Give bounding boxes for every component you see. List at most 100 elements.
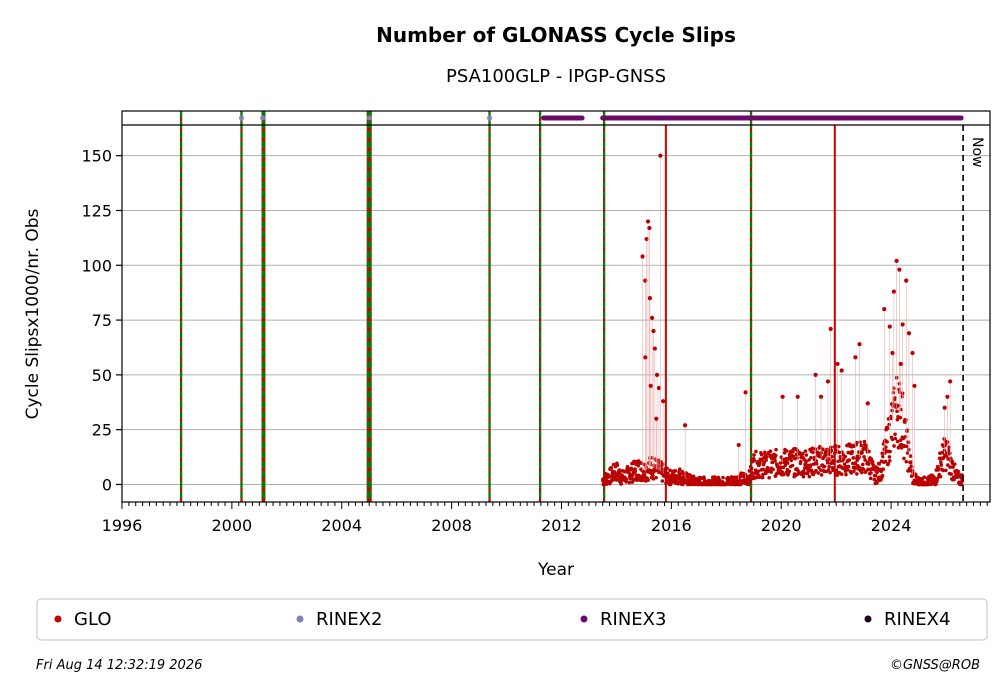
glo-point — [761, 472, 765, 477]
rinex-strip — [238, 115, 964, 121]
glo-point — [956, 469, 961, 474]
glo-point — [853, 466, 857, 470]
y-gridlines — [122, 155, 990, 485]
glo-point — [801, 474, 806, 479]
glo-point — [898, 415, 903, 420]
glo-point — [665, 466, 669, 470]
glo-point — [802, 471, 807, 476]
y-tick-label: 150 — [81, 147, 112, 166]
glo-point — [938, 474, 943, 479]
glo-point — [762, 460, 767, 465]
glo-point — [951, 465, 955, 469]
glo-point — [862, 454, 866, 459]
glo-point — [767, 476, 771, 480]
glo-point — [643, 462, 647, 467]
glo-point — [743, 390, 748, 395]
glo-point — [866, 462, 871, 466]
glo-point — [941, 455, 946, 460]
glo-point — [789, 458, 794, 463]
glo-point — [752, 453, 756, 457]
glo-point — [644, 236, 649, 242]
glo-point — [908, 454, 913, 458]
glo-point — [652, 346, 657, 351]
y-tick-label: 0 — [102, 475, 112, 494]
glo-point — [877, 462, 882, 466]
glo-point — [615, 463, 620, 467]
glo-point — [749, 466, 754, 471]
glo-point — [778, 465, 783, 469]
glo-point — [747, 482, 751, 487]
glo-point — [885, 440, 889, 444]
glo-point — [883, 459, 888, 464]
glo-point — [857, 465, 862, 470]
rinex2-mark — [487, 115, 493, 121]
glo-point — [627, 480, 632, 485]
glo-point — [771, 467, 775, 472]
glo-point — [897, 267, 902, 272]
glo-point — [825, 379, 831, 384]
glo-point — [944, 468, 948, 473]
glo-point — [816, 471, 821, 475]
glo-point — [721, 475, 725, 480]
glo-point — [822, 464, 827, 469]
glo-point — [787, 469, 792, 474]
glo-point — [896, 403, 901, 408]
y-tick-label: 100 — [81, 256, 112, 275]
footer-copyright: ©GNSS@ROB — [889, 658, 980, 673]
glo-point — [850, 449, 855, 454]
y-tick-label: 25 — [92, 421, 112, 440]
glo-point — [790, 463, 795, 468]
glo-point — [868, 476, 873, 481]
glo-point — [880, 451, 885, 456]
glo-point — [678, 467, 682, 471]
glo-point — [855, 472, 859, 476]
glo-point — [942, 405, 947, 410]
glo-point — [885, 426, 890, 431]
glo-point — [893, 432, 897, 437]
event-lines — [179, 111, 836, 502]
glo-point — [764, 458, 768, 462]
glo-point — [747, 469, 752, 473]
y-axis: 0 25 50 75 100 125 150 — [81, 147, 122, 494]
glo-point — [861, 467, 866, 472]
glo-point — [892, 444, 896, 448]
glo-point — [677, 470, 681, 474]
glo-point — [804, 460, 808, 464]
glo-point — [773, 453, 778, 458]
glo-point — [831, 468, 835, 473]
glo-point — [827, 464, 831, 469]
legend-marker — [580, 615, 588, 623]
glo-point — [819, 473, 824, 477]
glo-point — [895, 439, 900, 444]
glo-point — [809, 455, 813, 460]
glo-point — [909, 460, 913, 465]
glo-point — [783, 463, 788, 468]
glo-point — [904, 444, 909, 449]
glo-point — [873, 473, 878, 478]
glo-point — [880, 473, 885, 478]
y-axis-label: Cycle Slipsx1000/nr. Obs — [23, 208, 43, 419]
glo-point — [890, 350, 895, 356]
glo-point — [828, 470, 832, 475]
glo-point — [819, 468, 823, 472]
glo-point — [890, 437, 895, 442]
glo-point — [660, 462, 665, 466]
rinex2-mark — [260, 115, 266, 121]
x-tick-label: 2016 — [651, 516, 692, 535]
glo-point — [639, 461, 644, 465]
glo-point — [910, 350, 915, 356]
glo-point — [863, 458, 867, 462]
glo-point — [906, 440, 911, 445]
glo-point — [758, 461, 762, 465]
glo-point — [808, 463, 813, 467]
glo-point — [784, 456, 788, 461]
glo-point — [812, 455, 817, 460]
chart-subtitle: PSA100GLP - IPGP-GNSS — [446, 66, 666, 87]
glo-point — [807, 474, 812, 479]
glo-point — [853, 355, 858, 360]
glo-point — [948, 465, 952, 469]
glo-point — [919, 479, 923, 484]
glo-point — [881, 454, 885, 459]
glo-point — [830, 454, 834, 459]
